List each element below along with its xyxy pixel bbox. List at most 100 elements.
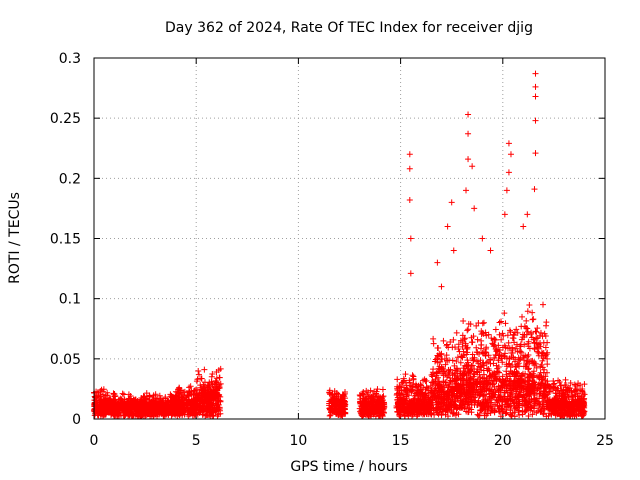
y-tick-label: 0.1 — [59, 292, 81, 308]
data-point — [487, 247, 494, 254]
data-point — [531, 402, 538, 409]
data-point — [509, 362, 516, 369]
data-point — [549, 407, 556, 414]
data-point — [443, 382, 450, 389]
data-point — [463, 376, 470, 383]
data-point — [447, 400, 454, 407]
data-point — [495, 363, 502, 370]
data-point — [104, 389, 111, 396]
data-point — [440, 372, 447, 379]
data-point — [451, 402, 458, 409]
data-point — [530, 336, 537, 343]
data-point — [566, 402, 573, 409]
data-point — [208, 396, 215, 403]
data-point — [150, 392, 157, 399]
data-point — [524, 325, 531, 332]
data-point — [197, 382, 204, 389]
data-point — [529, 411, 536, 418]
data-point — [537, 329, 544, 336]
data-point — [487, 399, 494, 406]
data-point — [211, 393, 218, 400]
data-point — [165, 410, 172, 417]
data-point — [403, 388, 410, 395]
data-point — [532, 328, 539, 335]
data-point — [215, 397, 222, 404]
data-point — [523, 317, 530, 324]
data-point — [422, 386, 429, 393]
data-point — [534, 325, 541, 332]
data-point — [483, 344, 490, 351]
data-point — [545, 389, 552, 396]
data-point — [417, 396, 424, 403]
data-point — [414, 411, 421, 418]
data-point — [452, 367, 459, 374]
data-point — [179, 397, 186, 404]
data-point — [532, 70, 539, 77]
data-point — [122, 401, 129, 408]
data-point — [497, 386, 504, 393]
data-point — [407, 235, 414, 242]
data-point — [396, 409, 403, 416]
data-point — [127, 408, 134, 415]
data-point — [174, 389, 181, 396]
data-point — [511, 332, 518, 339]
data-point — [150, 403, 157, 410]
data-point — [536, 385, 543, 392]
data-point — [465, 399, 472, 406]
data-point — [503, 355, 510, 362]
chart-title: Day 362 of 2024, Rate Of TEC Index for r… — [165, 20, 533, 36]
data-point — [136, 402, 143, 409]
data-point — [473, 386, 480, 393]
data-point — [473, 378, 480, 385]
x-tick-label: 20 — [494, 433, 512, 449]
data-point — [550, 378, 557, 385]
y-tick-label: 0 — [72, 412, 81, 428]
data-point — [114, 400, 121, 407]
data-point — [441, 393, 448, 400]
data-point — [213, 403, 220, 410]
data-point — [194, 411, 201, 418]
data-point — [479, 320, 486, 327]
data-point — [440, 388, 447, 395]
data-point — [480, 330, 487, 337]
data-point — [496, 331, 503, 338]
data-point — [469, 351, 476, 358]
data-point — [398, 379, 405, 386]
data-point — [460, 372, 467, 379]
data-point — [480, 399, 487, 406]
data-point — [411, 408, 418, 415]
data-point — [154, 410, 161, 417]
data-point — [573, 387, 580, 394]
data-point — [453, 394, 460, 401]
data-point — [542, 344, 549, 351]
data-point — [430, 405, 437, 412]
data-point — [507, 328, 514, 335]
data-point — [490, 343, 497, 350]
data-point — [425, 385, 432, 392]
data-point — [445, 368, 452, 375]
data-point — [545, 412, 552, 419]
data-point — [214, 404, 221, 411]
data-point — [505, 169, 512, 176]
data-point — [94, 389, 101, 396]
data-point — [523, 388, 530, 395]
data-point — [374, 396, 381, 403]
data-point — [179, 408, 186, 415]
data-point — [501, 393, 508, 400]
data-point — [465, 388, 472, 395]
data-point — [102, 400, 109, 407]
data-point — [524, 401, 531, 408]
data-point — [486, 387, 493, 394]
y-tick-label: 0.05 — [50, 352, 81, 368]
data-point — [217, 365, 224, 372]
data-point — [465, 326, 472, 333]
data-point — [559, 412, 566, 419]
data-point — [458, 353, 465, 360]
data-point — [366, 412, 373, 419]
data-point — [478, 367, 485, 374]
data-point — [504, 397, 511, 404]
data-point — [411, 393, 418, 400]
data-point — [578, 402, 585, 409]
data-point — [402, 371, 409, 378]
data-point — [478, 388, 485, 395]
